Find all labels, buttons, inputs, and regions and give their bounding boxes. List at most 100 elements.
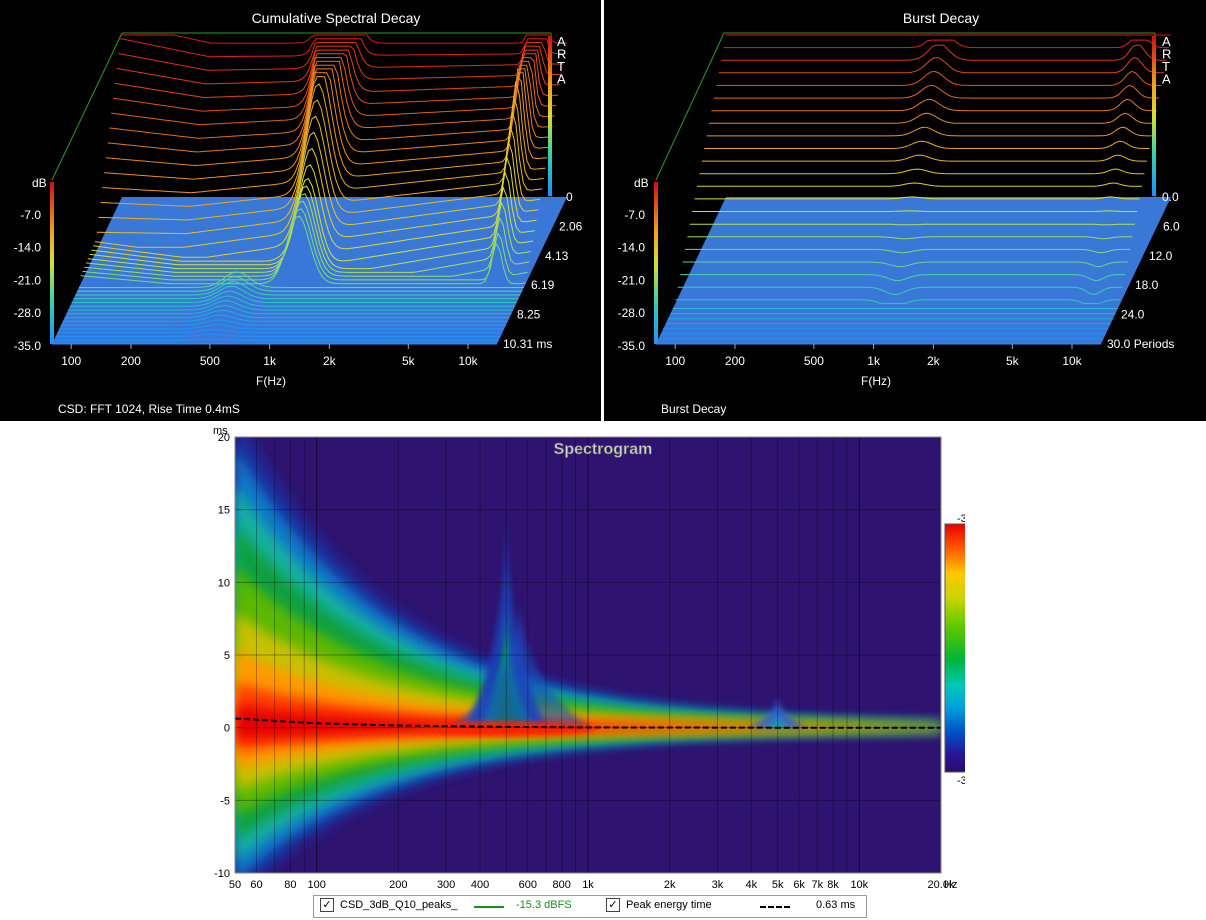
decay-slice-line bbox=[82, 208, 528, 281]
decay-slice-line bbox=[78, 271, 524, 288]
brand-letter: R bbox=[1162, 47, 1171, 62]
y-tick-label: -14.0 bbox=[618, 241, 646, 255]
peak-energy-checkbox[interactable]: ✓ bbox=[606, 898, 620, 912]
energy-contour bbox=[235, 650, 941, 770]
decay-slice-line bbox=[713, 84, 1159, 99]
chart-footer: Burst Decay bbox=[661, 402, 726, 416]
x-tick-label: 2k bbox=[664, 879, 676, 891]
db-colorbar-left bbox=[50, 182, 54, 344]
y-tick-label: -35.0 bbox=[14, 339, 42, 353]
y-tick-label: -7.0 bbox=[20, 208, 41, 222]
y-tick-label: -14.0 bbox=[14, 241, 42, 255]
y-tick-label: -5 bbox=[220, 795, 230, 807]
x-tick-label: 60 bbox=[250, 879, 262, 891]
burst-chart-panel: Burst Decay dB -7.0 -14.0 -21.0 -28.0 -35.0 … bbox=[604, 0, 1206, 421]
brand-letter: T bbox=[557, 59, 565, 74]
decay-slice-line bbox=[107, 64, 553, 153]
x-tick-label: 1k bbox=[582, 879, 594, 891]
time-tick-label: 8.25 bbox=[517, 308, 541, 322]
decay-slice-line bbox=[699, 168, 1145, 175]
decay-slice-line bbox=[109, 60, 555, 139]
decay-slice-line bbox=[69, 295, 515, 307]
decay-slice-line bbox=[77, 276, 523, 292]
y-tick-label: -10 bbox=[214, 868, 230, 880]
colorbar-tick-label: -38 bbox=[957, 775, 965, 787]
decay-slice-line bbox=[100, 81, 546, 207]
x-tick-label: 1k bbox=[867, 354, 881, 368]
decay-slice-line bbox=[118, 42, 564, 71]
x-tick-label: 500 bbox=[200, 354, 220, 368]
resonance-ridge bbox=[765, 713, 790, 728]
decay-slice-line bbox=[718, 56, 1164, 74]
spectrogram-panel: Spectrogram ms 20 15 10 5 0 -5 -10 50 60 80 100 20… bbox=[205, 424, 1013, 920]
resonance-ridge bbox=[747, 695, 808, 728]
series-checkbox[interactable]: ✓ bbox=[320, 898, 334, 912]
decay-slice-line bbox=[721, 44, 1167, 61]
x-tick-label: 100 bbox=[307, 879, 325, 891]
time-tick-label: 2.06 bbox=[559, 219, 583, 233]
decay-slice-line bbox=[685, 248, 1130, 254]
legend: ✓ CSD_3dB_Q10_peaks_ -15.3 dBFS ✓ Peak e… bbox=[313, 895, 867, 918]
x-tick-label: 8k bbox=[827, 879, 839, 891]
x-tick-label: 50 bbox=[229, 879, 241, 891]
time-tick-label: 18.0 bbox=[1135, 278, 1159, 292]
energy-contour bbox=[235, 705, 941, 740]
decay-slice-line bbox=[689, 223, 1135, 226]
colorbar-tick-label: -3 bbox=[957, 513, 965, 525]
time-tick-label: 6.0 bbox=[1163, 219, 1180, 233]
y-axis-unit: ms bbox=[213, 425, 228, 437]
decay-slice-line bbox=[716, 70, 1162, 86]
time-tick-label: 24.0 bbox=[1121, 308, 1145, 322]
brand-letter: R bbox=[557, 47, 566, 62]
legend-line-solid bbox=[474, 906, 504, 908]
decay-slice-line bbox=[66, 305, 512, 315]
x-tick-label: 80 bbox=[284, 879, 296, 891]
decay-slice-line bbox=[680, 274, 1126, 282]
decay-slice-line bbox=[93, 141, 539, 258]
chart-footer: CSD: FFT 1024, Rise Time 0.4mS bbox=[58, 402, 240, 416]
decay-slice-line bbox=[89, 170, 535, 266]
decay-slice-line bbox=[86, 193, 532, 273]
x-tick-label: 200 bbox=[389, 879, 407, 891]
decay-slice-line bbox=[116, 45, 562, 85]
decay-slice-line bbox=[704, 140, 1150, 149]
x-tick-label: 100 bbox=[61, 354, 81, 368]
decay-slice-line bbox=[706, 126, 1152, 137]
time-tick-label: 12.0 bbox=[1149, 249, 1173, 263]
x-tick-label: 10k bbox=[458, 354, 478, 368]
decay-slice-line bbox=[102, 75, 548, 194]
legend-label: CSD_3dB_Q10_peaks_ bbox=[340, 899, 458, 911]
decay-slice-line bbox=[111, 57, 557, 126]
decay-slice-line bbox=[98, 96, 544, 221]
db-colorbar-right bbox=[548, 36, 552, 196]
decay-slice-line bbox=[687, 236, 1133, 240]
decay-slice-line bbox=[80, 215, 526, 285]
x-tick-label: 5k bbox=[1006, 354, 1020, 368]
chart-title: Burst Decay bbox=[903, 10, 979, 26]
x-tick-label: 800 bbox=[553, 879, 571, 891]
chart-title: Spectrogram bbox=[554, 441, 653, 458]
y-axis-label: dB bbox=[32, 176, 47, 190]
level-colorbar bbox=[944, 523, 986, 773]
brand-letter: A bbox=[557, 34, 566, 49]
time-tick-label: 30.0 Periods bbox=[1107, 337, 1174, 351]
x-tick-label: 600 bbox=[519, 879, 537, 891]
y-tick-label: -21.0 bbox=[618, 273, 646, 287]
decay-slice-line bbox=[694, 196, 1140, 200]
decay-slice-line bbox=[96, 111, 542, 235]
x-axis-label: F(Hz) bbox=[256, 374, 286, 388]
y-tick-label: 20 bbox=[218, 432, 230, 444]
energy-contour bbox=[235, 682, 941, 753]
x-tick-label: 1k bbox=[263, 354, 277, 368]
decay-slice-line bbox=[64, 309, 510, 319]
decay-slice-line bbox=[682, 261, 1128, 268]
decay-slice-line bbox=[122, 34, 567, 44]
energy-contour bbox=[235, 612, 941, 791]
y-tick-label: 15 bbox=[218, 505, 230, 517]
decay-slice-line bbox=[71, 290, 517, 303]
colorbar-top-label: 0 bbox=[566, 190, 573, 204]
resonance-ridge bbox=[449, 596, 590, 728]
brand-letter: T bbox=[1162, 59, 1170, 74]
time-tick-label: 10.31 ms bbox=[503, 337, 552, 351]
x-axis-label: F(Hz) bbox=[861, 374, 891, 388]
